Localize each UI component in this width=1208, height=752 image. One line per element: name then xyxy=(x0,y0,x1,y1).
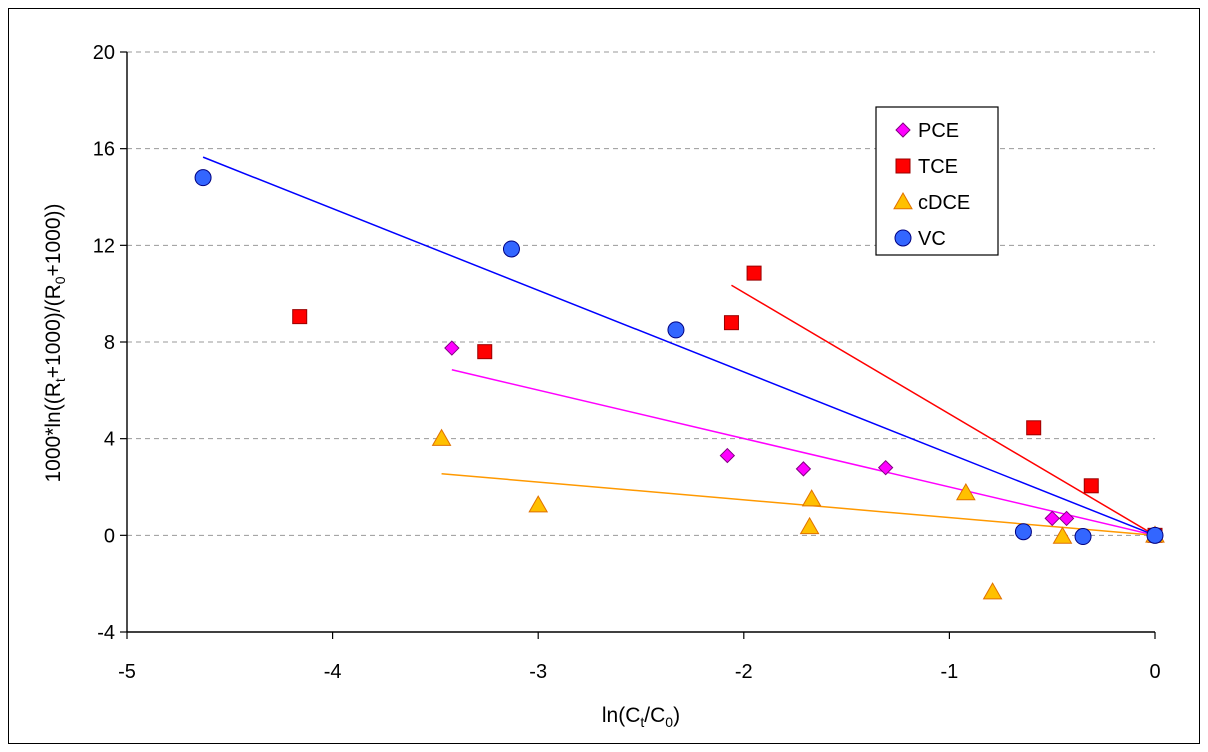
y-tick-label: 16 xyxy=(93,139,115,161)
data-points xyxy=(194,169,1165,600)
vc-point xyxy=(667,321,685,339)
x-tick-label: -3 xyxy=(529,661,547,683)
legend-label-tce: TCE xyxy=(918,156,958,178)
x-tick-label: -5 xyxy=(118,661,136,683)
legend-label-pce: PCE xyxy=(918,120,959,142)
cdce-trendline xyxy=(441,472,1156,537)
vc-point xyxy=(194,169,212,187)
legend-marker-tce xyxy=(895,158,911,174)
tce-point xyxy=(1083,478,1099,494)
pce-point xyxy=(1044,510,1060,527)
vc-point xyxy=(1014,523,1032,541)
pce-point xyxy=(719,447,736,464)
pce-point xyxy=(877,459,894,476)
legend-label-vc: VC xyxy=(918,228,946,250)
y-tick-label: 8 xyxy=(104,332,115,354)
cdce-point xyxy=(1052,526,1073,544)
cdce-point xyxy=(431,428,452,446)
pce-point xyxy=(1058,510,1075,527)
tce-point xyxy=(723,315,739,331)
legend-box xyxy=(875,106,999,256)
x-tick-label: -4 xyxy=(324,661,342,683)
tce-point xyxy=(1026,420,1042,436)
legend-marker-pce xyxy=(895,122,911,138)
x-axis-label: ln(Ct/C0) xyxy=(602,704,680,730)
gridlines xyxy=(127,51,1155,536)
tce-point xyxy=(746,265,762,281)
y-tick-label: 0 xyxy=(104,525,115,547)
legend-marker-cdce xyxy=(893,191,913,210)
cdce-point xyxy=(982,582,1003,600)
trendlines xyxy=(202,156,1156,537)
x-tick-label: 0 xyxy=(1149,661,1160,683)
cdce-point xyxy=(528,495,549,513)
legend-label-cdce: cDCE xyxy=(918,192,970,214)
axes xyxy=(120,51,1156,639)
y-axis-label: 1000*ln((Rt+1000)/(R0+1000)) xyxy=(42,203,68,482)
vc-point xyxy=(1074,528,1092,546)
cdce-point xyxy=(801,489,822,507)
chart-frame xyxy=(8,8,1200,744)
x-tick-label: -1 xyxy=(941,661,959,683)
x-tick-label: -2 xyxy=(735,661,753,683)
tce-point xyxy=(292,309,308,325)
legend-marker-vc xyxy=(894,229,912,247)
cdce-point xyxy=(799,516,820,535)
tce-point xyxy=(477,344,493,360)
y-tick-label: 4 xyxy=(104,429,115,451)
pce-trendline xyxy=(451,369,1156,537)
pce-point xyxy=(444,340,460,356)
y-tick-label: -4 xyxy=(97,622,115,644)
vc-point xyxy=(1146,526,1164,544)
cdce-point xyxy=(955,483,976,501)
tce-trendline xyxy=(731,284,1156,536)
y-tick-label: 12 xyxy=(93,235,115,257)
vc-trendline xyxy=(202,156,1156,537)
y-tick-label: 20 xyxy=(93,42,115,64)
legend: PCE TCE cDCE VC xyxy=(875,106,999,256)
pce-point xyxy=(795,461,812,477)
vc-point xyxy=(502,240,520,258)
